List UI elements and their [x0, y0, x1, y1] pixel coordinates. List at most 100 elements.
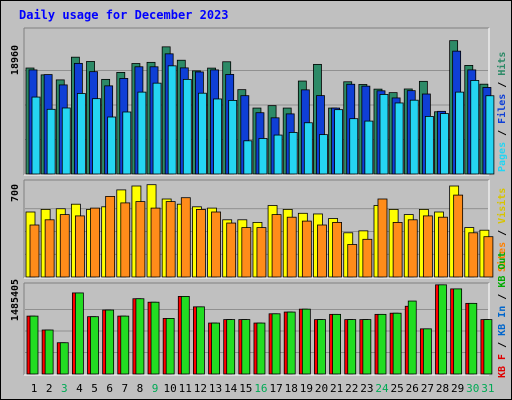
bar-kb-out — [120, 315, 130, 375]
bar-kb-out — [347, 319, 357, 375]
x-tick-label: 22 — [345, 382, 358, 395]
bar-kb-out — [332, 313, 342, 375]
bar-pages — [409, 99, 419, 175]
bar-pages — [122, 111, 132, 175]
bar-kb-out — [317, 319, 326, 375]
bar-sites — [301, 220, 312, 278]
bar-pages — [228, 100, 238, 175]
bar-kb-out — [286, 311, 296, 375]
x-tick-label: 18 — [285, 382, 298, 395]
bar-kb-out — [135, 298, 145, 375]
bar-pages — [273, 134, 283, 175]
bar-kb-out — [271, 313, 281, 375]
x-tick-label: 6 — [106, 382, 113, 395]
bar-pages — [137, 91, 147, 175]
bar-sites — [135, 201, 146, 278]
x-tick-label: 16 — [254, 382, 267, 395]
bar-pages — [92, 98, 101, 175]
legend-pages-files-hits: Pages / Files / Hits — [496, 52, 508, 172]
bar-sites — [422, 215, 433, 278]
x-tick-label: 3 — [61, 382, 68, 395]
x-tick-label: 30 — [466, 382, 479, 395]
x-tick-label: 4 — [76, 382, 83, 395]
bar-kb-out — [438, 284, 447, 375]
bar-sites — [59, 214, 70, 278]
x-tick-label: 26 — [406, 382, 419, 395]
bar-kb-out — [453, 288, 463, 375]
bar-kb-out — [59, 342, 69, 375]
bar-kb-out — [392, 312, 402, 375]
bar-sites — [392, 221, 403, 278]
bar-pages — [424, 116, 434, 175]
bar-kb-out — [483, 319, 493, 375]
bar-pages — [334, 109, 344, 175]
bar-pages — [455, 91, 465, 175]
bar-pages — [319, 134, 328, 175]
bar-pages — [46, 108, 56, 175]
x-tick-label: 9 — [152, 382, 159, 395]
bar-kb-out — [74, 292, 84, 375]
bar-kb-out — [44, 329, 54, 375]
bar-pages — [364, 120, 374, 175]
bar-sites — [407, 219, 418, 278]
x-tick-label: 19 — [300, 382, 313, 395]
bar-kb-out — [226, 319, 236, 375]
bar-pages — [152, 82, 162, 175]
bar-sites — [180, 197, 191, 278]
bar-kb-out — [241, 319, 251, 375]
bar-sites — [226, 222, 237, 278]
x-tick-label: 1 — [31, 382, 38, 395]
bar-pages — [182, 78, 192, 175]
x-tick-label: 13 — [209, 382, 222, 395]
x-tick-label: 24 — [375, 382, 389, 395]
x-tick-label: 20 — [315, 382, 328, 395]
x-tick-label: 29 — [451, 382, 464, 395]
bar-sites — [196, 208, 206, 278]
x-tick-label: 28 — [436, 382, 449, 395]
bar-sites — [105, 195, 116, 278]
bar-sites — [150, 207, 161, 278]
bar-pages — [76, 93, 86, 175]
x-tick-label: 5 — [91, 382, 98, 395]
x-tick-label: 2 — [46, 382, 53, 395]
y-max-label-visits: 700 — [10, 184, 21, 202]
bar-kb-out — [180, 296, 190, 375]
bar-sites — [90, 207, 100, 278]
bar-sites — [438, 216, 448, 278]
bar-pages — [394, 102, 404, 175]
bar-pages — [288, 132, 298, 175]
bar-kb-out — [90, 316, 99, 375]
x-tick-label: 15 — [239, 382, 252, 395]
bar-pages — [379, 94, 389, 175]
chart-title: Daily usage for December 2023 — [19, 8, 229, 22]
bar-kb-out — [468, 302, 478, 375]
x-tick-label: 7 — [121, 382, 128, 395]
x-tick-label: 11 — [179, 382, 192, 395]
bar-kb-out — [165, 318, 175, 375]
bar-pages — [303, 122, 313, 175]
bar-pages — [167, 65, 177, 175]
bar-pages — [470, 80, 480, 175]
bar-pages — [198, 92, 207, 175]
bar-sites — [286, 216, 297, 278]
bar-sites — [120, 202, 131, 278]
bar-kb-out — [362, 319, 372, 375]
bar-pages — [61, 107, 71, 175]
bar-sites — [332, 221, 343, 278]
x-tick-label: 17 — [269, 382, 282, 395]
bar-kb-out — [256, 322, 266, 375]
bar-sites — [44, 219, 55, 278]
x-tick-label: 31 — [481, 382, 494, 395]
bar-sites — [211, 211, 221, 278]
bar-sites — [468, 232, 479, 278]
bar-kb-out — [407, 300, 417, 375]
bar-sites — [317, 224, 327, 278]
bar-pages — [485, 95, 495, 175]
bar-sites — [483, 236, 494, 278]
y-max-label-hits: 18960 — [10, 45, 21, 75]
bar-kb-out — [422, 328, 432, 375]
bar-sites — [377, 198, 388, 278]
bar-sites — [453, 194, 464, 278]
bar-pages — [243, 140, 253, 175]
